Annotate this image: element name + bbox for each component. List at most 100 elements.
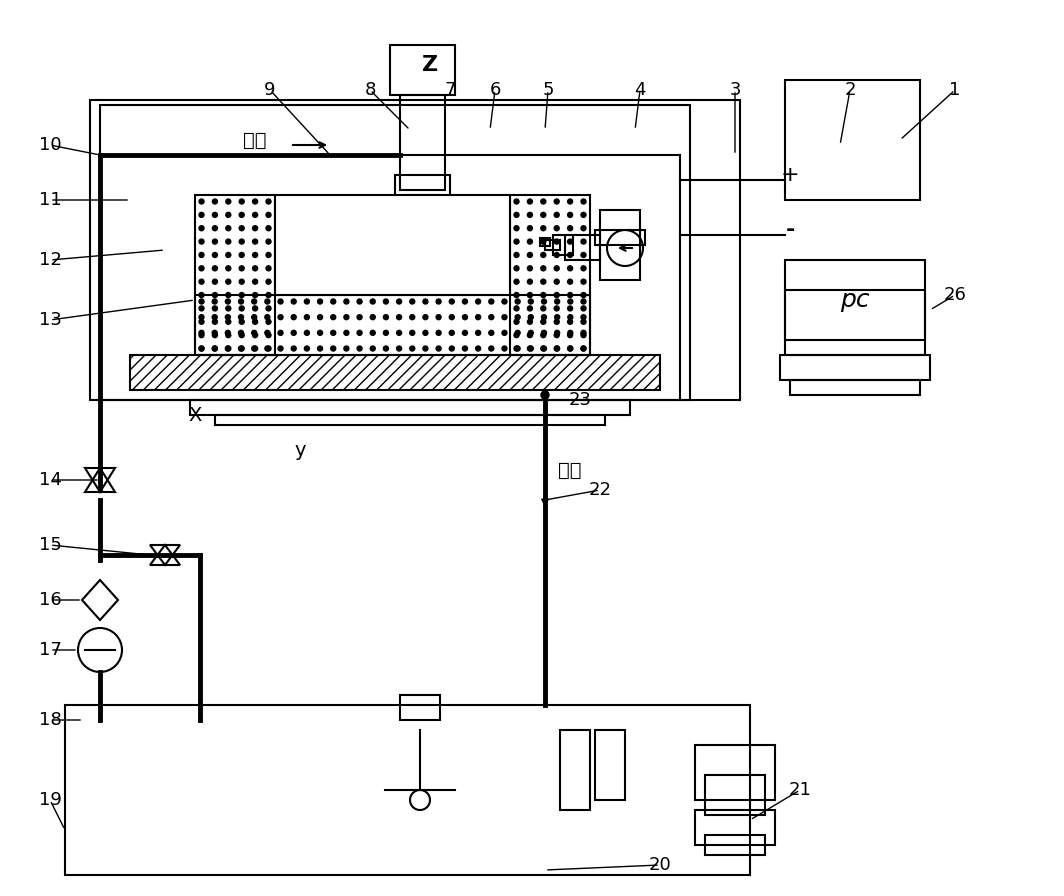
Circle shape xyxy=(304,346,310,351)
Circle shape xyxy=(212,299,217,304)
Circle shape xyxy=(541,306,546,311)
Circle shape xyxy=(239,280,245,284)
Bar xyxy=(545,240,560,250)
Circle shape xyxy=(199,239,204,244)
Circle shape xyxy=(370,314,376,320)
Bar xyxy=(412,233,434,248)
Circle shape xyxy=(410,346,415,351)
Circle shape xyxy=(529,314,533,320)
Text: 5: 5 xyxy=(543,81,553,99)
Circle shape xyxy=(568,331,572,335)
Circle shape xyxy=(292,346,296,351)
Circle shape xyxy=(581,280,586,284)
Circle shape xyxy=(252,319,257,324)
Circle shape xyxy=(265,314,270,320)
Circle shape xyxy=(528,266,532,271)
Circle shape xyxy=(252,314,256,320)
Text: 26: 26 xyxy=(944,286,966,304)
Text: 14: 14 xyxy=(38,471,62,489)
Circle shape xyxy=(238,299,244,304)
Circle shape xyxy=(252,253,257,257)
Circle shape xyxy=(383,331,388,335)
Circle shape xyxy=(317,314,322,320)
Circle shape xyxy=(528,239,532,244)
Text: 10: 10 xyxy=(38,136,62,154)
Circle shape xyxy=(265,299,270,304)
Bar xyxy=(395,175,450,200)
Circle shape xyxy=(344,331,349,335)
Circle shape xyxy=(358,346,362,351)
Text: pc: pc xyxy=(841,288,869,312)
Bar xyxy=(195,295,591,355)
Circle shape xyxy=(239,306,245,311)
Circle shape xyxy=(199,332,204,338)
Bar xyxy=(705,835,765,855)
Circle shape xyxy=(266,306,271,311)
Circle shape xyxy=(358,314,362,320)
Circle shape xyxy=(567,280,572,284)
Circle shape xyxy=(476,346,481,351)
Circle shape xyxy=(463,314,467,320)
Circle shape xyxy=(581,299,586,304)
Circle shape xyxy=(449,314,454,320)
Circle shape xyxy=(304,314,310,320)
Circle shape xyxy=(554,332,560,338)
Circle shape xyxy=(278,299,283,304)
Bar xyxy=(65,705,750,875)
Circle shape xyxy=(239,293,245,297)
Bar xyxy=(405,195,440,215)
Text: 21: 21 xyxy=(788,781,812,799)
Circle shape xyxy=(514,346,519,351)
Circle shape xyxy=(199,253,204,257)
Bar xyxy=(565,235,600,260)
Bar xyxy=(695,810,775,845)
Circle shape xyxy=(476,314,481,320)
Circle shape xyxy=(239,253,245,257)
Circle shape xyxy=(581,239,586,244)
Circle shape xyxy=(488,299,494,304)
Circle shape xyxy=(529,331,533,335)
Circle shape xyxy=(554,199,560,204)
Circle shape xyxy=(252,280,257,284)
Bar xyxy=(541,238,550,246)
Circle shape xyxy=(554,314,560,320)
Circle shape xyxy=(422,346,428,351)
Circle shape xyxy=(541,346,546,351)
Circle shape xyxy=(436,331,442,335)
Circle shape xyxy=(265,346,270,351)
Circle shape xyxy=(397,331,401,335)
Text: 2: 2 xyxy=(844,81,855,99)
Bar xyxy=(695,745,775,800)
Circle shape xyxy=(581,346,586,351)
Circle shape xyxy=(567,199,572,204)
Bar xyxy=(408,212,438,230)
Circle shape xyxy=(436,314,442,320)
Circle shape xyxy=(304,331,310,335)
Circle shape xyxy=(463,299,467,304)
Circle shape xyxy=(502,299,506,304)
Circle shape xyxy=(252,332,257,338)
Circle shape xyxy=(581,293,586,297)
Circle shape xyxy=(239,319,245,324)
Circle shape xyxy=(567,346,572,351)
Circle shape xyxy=(213,226,217,231)
Circle shape xyxy=(344,299,349,304)
Circle shape xyxy=(541,391,549,399)
Circle shape xyxy=(331,346,336,351)
Circle shape xyxy=(239,226,245,231)
Circle shape xyxy=(266,346,271,351)
Circle shape xyxy=(199,346,204,351)
Circle shape xyxy=(541,199,546,204)
Bar xyxy=(100,105,689,400)
Circle shape xyxy=(528,306,532,311)
Circle shape xyxy=(252,293,257,297)
Circle shape xyxy=(541,280,546,284)
Circle shape xyxy=(239,212,245,218)
Circle shape xyxy=(213,319,217,324)
Circle shape xyxy=(410,314,415,320)
Text: 回液: 回液 xyxy=(559,461,582,479)
Circle shape xyxy=(199,212,204,218)
Bar xyxy=(785,260,925,340)
Circle shape xyxy=(226,266,231,271)
Circle shape xyxy=(567,212,572,218)
